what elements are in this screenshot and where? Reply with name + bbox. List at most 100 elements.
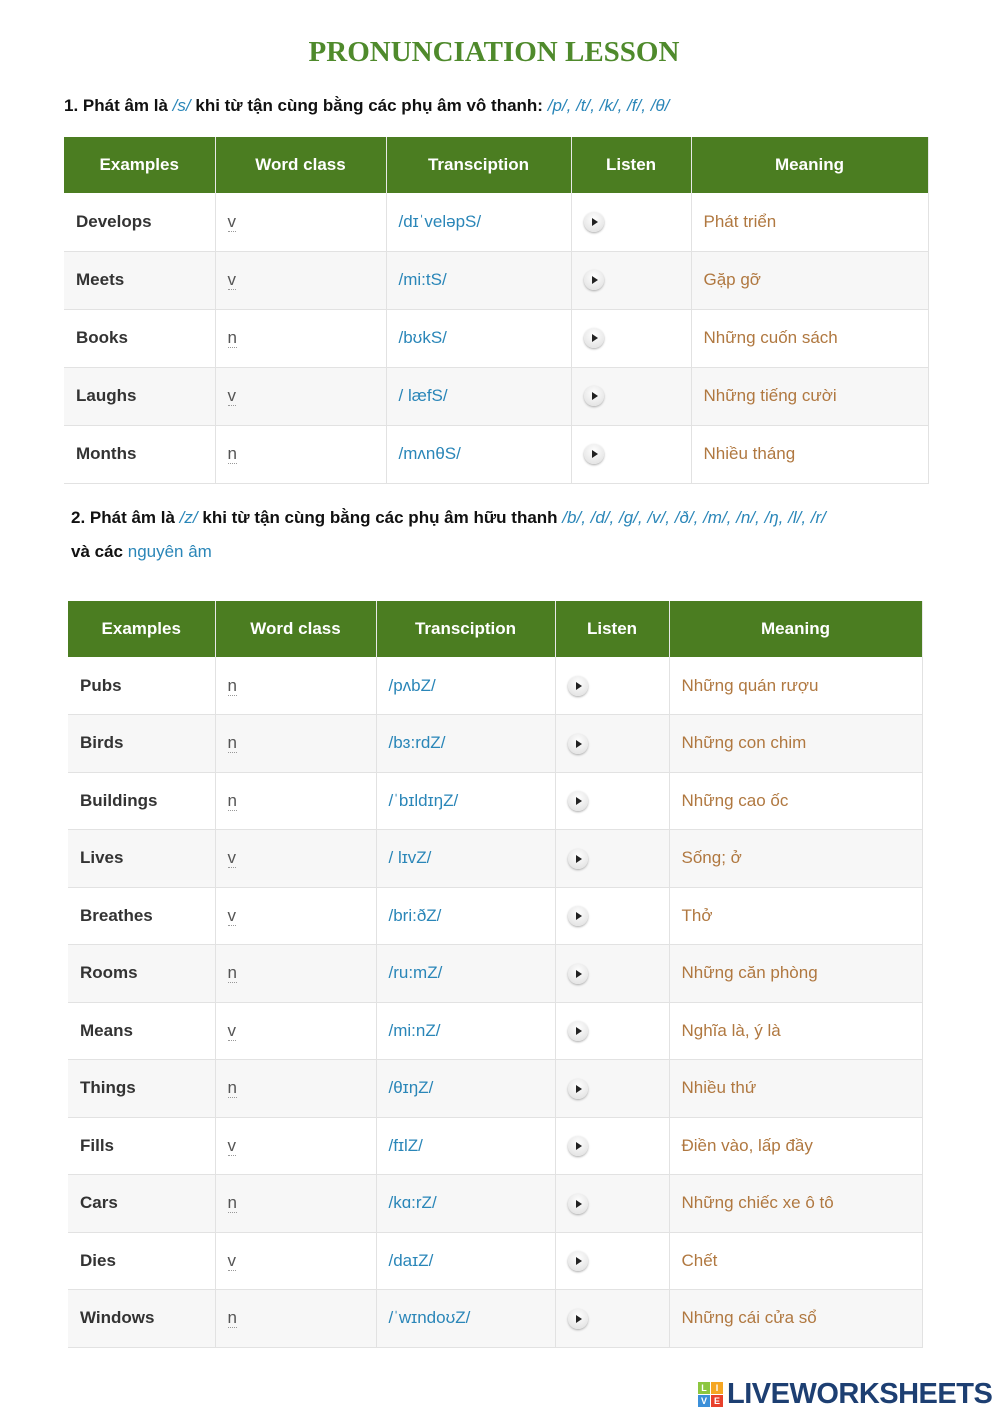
meaning: Những con chim [669,714,923,773]
example-word: Breathes [68,887,216,945]
meaning: Những quán rượu [669,657,923,715]
listen-cell [571,309,692,368]
table-row: Cars n/kɑ:rZ/Những chiếc xe ô tô [68,1174,923,1233]
word-class[interactable]: v [227,1135,236,1156]
listen-cell [571,193,692,252]
column-header: Listen [555,601,670,657]
play-icon[interactable] [583,270,604,291]
play-icon[interactable] [567,1021,588,1041]
transcription: /ˈwɪndoʊZ/ [376,1289,556,1348]
meaning: Nhiều thứ [669,1059,923,1118]
play-icon[interactable] [567,963,588,984]
word-class[interactable]: n [227,790,237,811]
example-word: Books [64,309,216,368]
sound-link[interactable]: /s/ [172,96,191,115]
transcription: /pʌbZ/ [376,657,556,715]
listen-cell [555,1232,670,1290]
transcription: /mi:nZ/ [376,1002,556,1060]
section1-intro: 1. Phát âm là /s/ khi từ tận cùng bằng c… [64,96,669,116]
transcription: /fɪlZ/ [376,1117,556,1175]
intro-text: khi từ tận cùng bằng các phụ âm vô thanh… [195,96,543,115]
column-header: Transciption [386,137,572,193]
intro-text: 1. Phát âm là [64,96,168,115]
transcription: /mi:tS/ [386,251,572,310]
table-row: Fills v/fɪlZ/Điền vào, lấp đầy [68,1117,923,1175]
meaning: Thở [669,887,923,945]
meaning: Sống; ở [669,829,923,888]
table-row: Lives v / lɪvZ/Sống; ở [68,829,923,888]
section2-intro-line2: và các nguyên âm [71,542,212,562]
word-class[interactable]: n [227,328,237,348]
transcription: /mʌnθS/ [386,425,572,484]
play-icon[interactable] [583,212,604,232]
play-icon[interactable] [583,386,604,407]
play-icon[interactable] [567,675,588,696]
listen-cell [555,1289,670,1348]
meaning: Những chiếc xe ô tô [669,1174,923,1233]
word-class[interactable]: n [227,733,237,754]
word-class[interactable]: v [227,270,236,290]
listen-cell [571,367,692,426]
table-voiceless: Examples Word class Transciption Listen Mean… [64,137,929,484]
column-header: Word class [215,601,377,657]
example-word: Lives [68,829,216,888]
word-class[interactable]: v [227,905,236,926]
consonant-list: /p/, /t/, /k/, /f/, /θ/ [547,96,670,115]
word-class[interactable]: n [227,1308,237,1329]
transcription: / læfS/ [386,367,572,426]
table-row: Dies v/daɪZ/Chết [68,1232,923,1290]
listen-cell [571,425,692,484]
word-class-cell: n [215,772,377,830]
play-icon[interactable] [567,733,588,754]
play-icon[interactable] [567,1251,588,1271]
play-icon[interactable] [567,1136,588,1156]
logo-text: LIVEWORKSHEETS [727,1378,993,1410]
listen-cell [555,887,670,945]
word-class[interactable]: n [227,1193,237,1214]
meaning: Những cái cửa sổ [669,1289,923,1348]
play-icon[interactable] [567,848,588,869]
play-icon[interactable] [567,1308,588,1329]
word-class[interactable]: v [227,1020,236,1041]
word-class[interactable]: v [227,848,236,869]
word-class[interactable]: n [227,1078,237,1099]
vowel-link[interactable]: nguyên âm [127,542,212,561]
meaning: Những cuốn sách [691,309,929,368]
play-icon[interactable] [567,906,588,926]
word-class[interactable]: n [227,444,237,464]
word-class-cell: v [215,887,377,945]
transcription: /bʊkS/ [386,309,572,368]
word-class-cell: v [215,1117,377,1175]
table-row: Rooms n/ru:mZ/Những căn phòng [68,944,923,1003]
table-row: Means v/mi:nZ/Nghĩa là, ý là [68,1002,923,1060]
consonant-list: /b/, /d/, /g/, /v/, /ð/, /m/, /n/, /ŋ, /… [562,508,826,527]
table-row: Birds n/bɜ:rdZ/Những con chim [68,714,923,773]
column-header: Meaning [669,601,923,657]
sound-link[interactable]: /z/ [179,508,198,527]
table-row: Windows n/ˈwɪndoʊZ/Những cái cửa sổ [68,1289,923,1348]
play-icon[interactable] [567,1078,588,1099]
word-class[interactable]: v [227,1250,236,1271]
listen-cell [555,1117,670,1175]
intro-text: khi từ tận cùng bằng các phụ âm hữu than… [202,508,558,527]
column-header: Transciption [376,601,556,657]
example-word: Rooms [68,944,216,1003]
play-icon[interactable] [567,1193,588,1214]
play-icon[interactable] [583,444,604,465]
example-word: Meets [64,251,216,310]
example-word: Pubs [68,657,216,715]
word-class[interactable]: v [227,211,236,232]
word-class-cell: n [215,309,387,368]
play-icon[interactable] [583,328,604,349]
column-header: Word class [215,137,387,193]
column-header: Listen [571,137,692,193]
listen-cell [555,1059,670,1118]
play-icon[interactable] [567,791,588,811]
word-class[interactable]: v [227,386,236,406]
table-row: Months n/mʌnθS/Nhiều tháng [64,425,929,484]
meaning: Phát triển [691,193,929,252]
word-class[interactable]: n [227,675,237,696]
listen-cell [555,1002,670,1060]
word-class[interactable]: n [227,963,237,984]
